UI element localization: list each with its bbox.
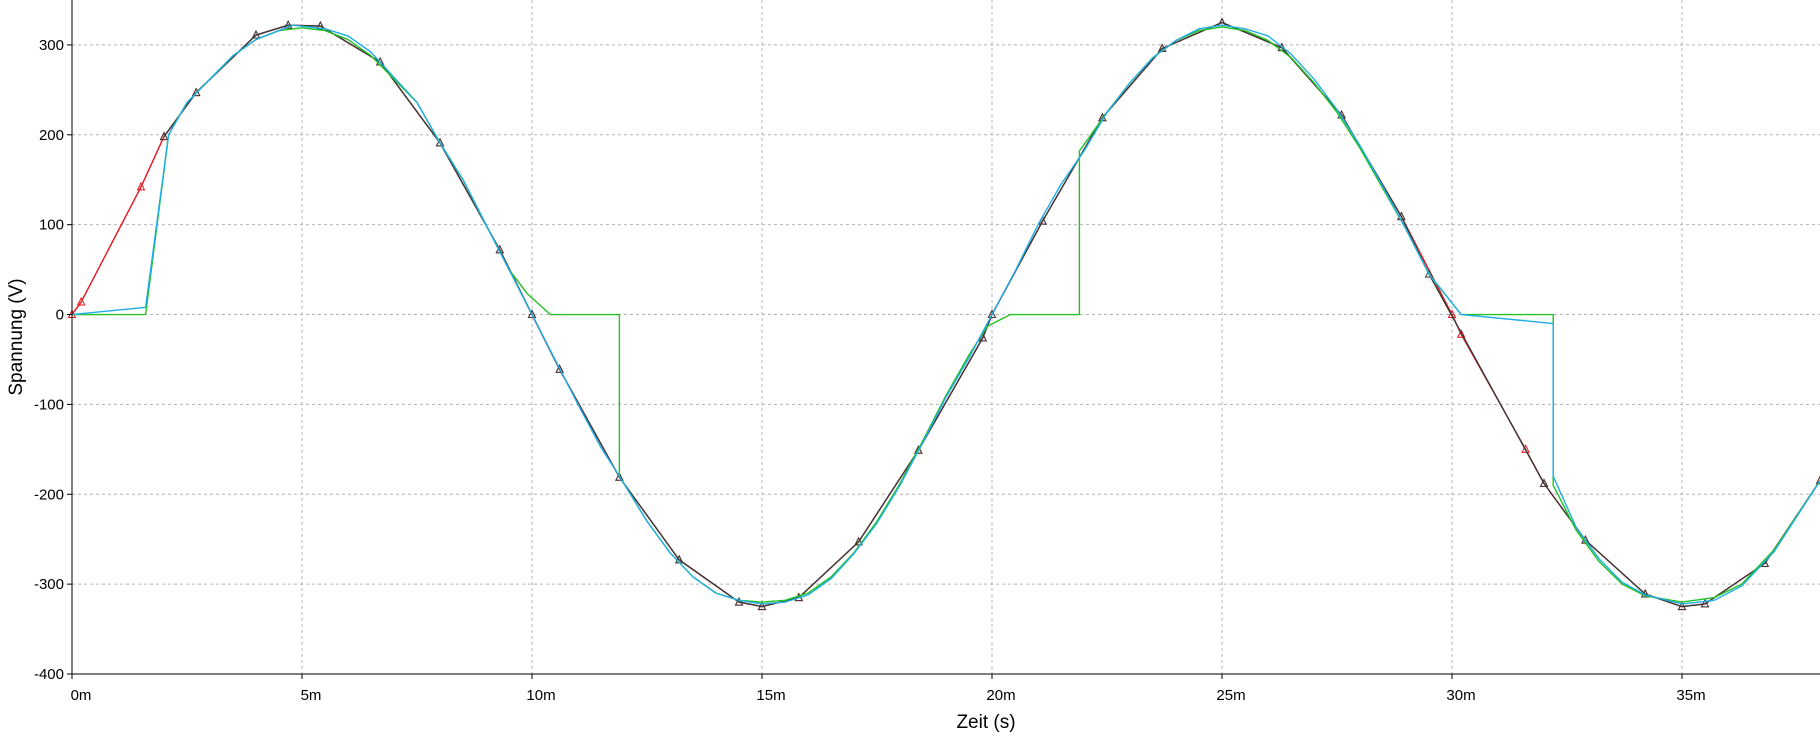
grid [72, 0, 1820, 674]
x-axis-title: Zeit (s) [956, 712, 1015, 733]
series-layer [67, 17, 1820, 611]
data-point-marker [555, 364, 564, 373]
data-point-marker [1521, 444, 1530, 453]
ticks: 0m 5m 10m 15m 20m 25m 30m 35m 300 200 100 0 -100 -200… [34, 37, 1706, 704]
x-tick-label: 20m [986, 687, 1015, 704]
series-line [163, 21, 1820, 608]
series-4 [71, 24, 1820, 605]
data-point-marker [734, 596, 744, 606]
data-point-marker [1424, 268, 1434, 278]
data-point-marker [283, 20, 293, 29]
y-tick-label: -200 [34, 486, 64, 503]
series-3 [72, 26, 1820, 603]
y-tick-label: -400 [34, 666, 64, 683]
data-point-marker [914, 445, 923, 454]
y-tick-label: 300 [39, 37, 64, 54]
y-tick-label: -100 [34, 396, 64, 413]
x-tick-label: 0m [71, 687, 92, 704]
data-point-marker [757, 601, 767, 611]
data-point-marker [1700, 598, 1710, 608]
series-line [71, 24, 1820, 605]
axes [71, 0, 1820, 675]
data-point-marker [316, 20, 325, 30]
y-tick-label: 100 [39, 217, 64, 234]
data-point-marker [251, 29, 261, 39]
data-point-marker [987, 309, 997, 319]
data-point-marker [435, 137, 445, 147]
y-axis-title: Spannung (V) [6, 278, 27, 395]
x-tick-label: 25m [1216, 687, 1245, 704]
data-point-marker [615, 472, 624, 481]
x-tick-label: 35m [1676, 687, 1705, 704]
data-point-marker [1456, 329, 1466, 338]
data-point-marker [136, 181, 146, 191]
data-point-marker [76, 296, 86, 306]
data-point-marker [1815, 475, 1820, 485]
x-tick-label: 5m [301, 687, 322, 704]
data-point-marker [1539, 478, 1549, 487]
x-tick-label: 15m [756, 687, 785, 704]
data-point-marker [1677, 601, 1687, 611]
x-tick-label: 30m [1446, 687, 1475, 704]
y-tick-label: -300 [34, 576, 64, 593]
x-tick-label: 10m [526, 687, 555, 704]
data-point-marker [159, 131, 169, 141]
y-tick-label: 200 [39, 127, 64, 144]
data-point-marker [854, 536, 863, 546]
series-line [72, 26, 1820, 603]
series-line [71, 21, 1820, 608]
y-tick-label: 0 [56, 307, 64, 324]
data-point-marker [527, 309, 537, 319]
